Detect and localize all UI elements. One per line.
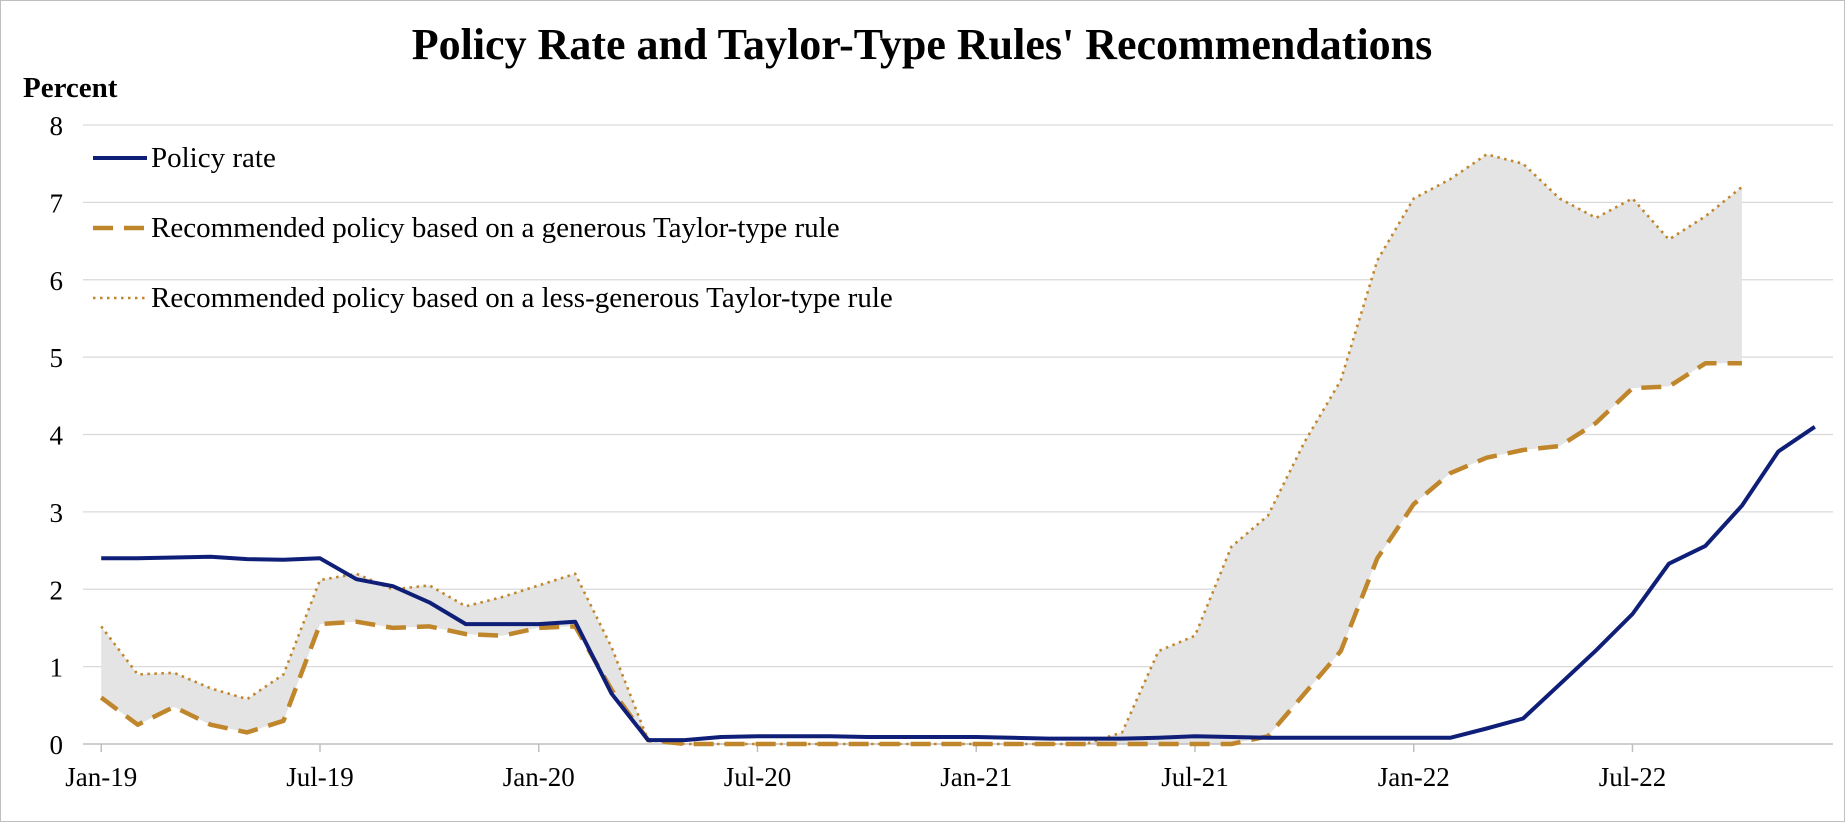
series-lines [99,153,1816,747]
y-tick-3: 3 [50,498,64,528]
y-tick-labels: 0 1 2 3 4 5 6 7 8 [50,111,64,760]
y-tick-5: 5 [50,343,64,373]
legend: Policy rate Recommended policy based on a… [93,142,893,314]
y-tick-0: 0 [50,730,64,760]
x-tick-Jul-20: Jul-20 [724,762,792,792]
x-tick-Jan-19: Jan-19 [65,762,137,792]
x-tick-Jan-21: Jan-21 [940,762,1012,792]
y-tick-1: 1 [50,653,64,683]
y-tick-2: 2 [50,575,64,605]
y-tick-4: 4 [50,421,64,451]
x-tick-Jul-22: Jul-22 [1599,762,1667,792]
chart-title: Policy Rate and Taylor-Type Rules' Recom… [412,20,1433,69]
band-area [101,154,1742,744]
y-tick-6: 6 [50,266,64,296]
x-tick-Jul-21: Jul-21 [1161,762,1229,792]
x-tick-Jan-22: Jan-22 [1378,762,1450,792]
shaded-band [101,154,1742,744]
y-tick-8: 8 [50,111,64,141]
series-line-0 [101,425,1816,743]
x-tick-Jan-20: Jan-20 [503,762,575,792]
x-tick-labels: Jan-19 Jul-19 Jan-20 Jul-20 Jan-21 Jul-21 Jan-… [65,762,1666,792]
legend-label-2: Recommended policy based on a less-gener… [151,282,893,314]
x-tick-Jul-19: Jul-19 [286,762,354,792]
y-tick-7: 7 [50,188,64,218]
legend-label-1: Recommended policy based on a generous T… [151,212,840,244]
y-axis-label: Percent [23,72,118,104]
legend-label-0: Policy rate [151,142,276,174]
series-line-2 [100,153,1743,746]
